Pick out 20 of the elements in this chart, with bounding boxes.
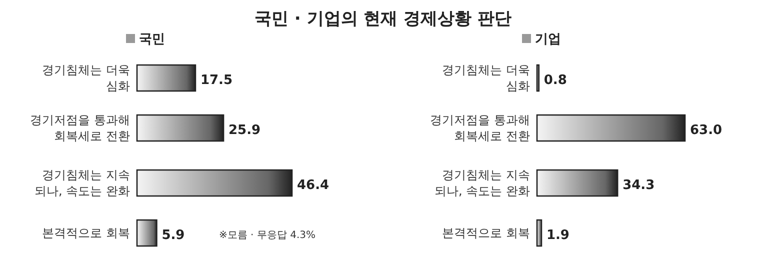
y-tick-label: 본격적으로 회복 xyxy=(442,226,530,240)
data-label: 17.5 xyxy=(200,73,233,88)
data-label: 46.4 xyxy=(297,178,330,193)
data-label: 5.9 xyxy=(162,228,185,243)
text: 국민 · 기업의 현재 경제상황 판단 xyxy=(254,9,512,29)
y-tick-label: 경기침체는 더욱 심화 xyxy=(442,63,530,93)
y-tick-label: 경기침체는 지속 되나, 속도는 완화 xyxy=(34,168,130,198)
data-label: 63.0 xyxy=(690,123,722,138)
y-tick-label: 경기침체는 지속 되나, 속도는 완화 xyxy=(434,168,530,198)
chart-subtitle: 국민 xyxy=(139,32,165,47)
y-tick-label: 경기침체는 더욱 심화 xyxy=(42,63,130,93)
chart-subtitle: 기업 xyxy=(535,32,561,47)
data-label: 34.3 xyxy=(622,178,655,193)
y-tick-label: 경기저점을 통과해 회복세로 전환 xyxy=(430,113,530,143)
y-tick-label: 본격적으로 회복 xyxy=(42,226,130,240)
data-label: 1.9 xyxy=(546,228,570,243)
annotation: ※모름 · 무응답 4.3% xyxy=(219,230,316,241)
y-tick-label: 경기저점을 통과해 회복세로 전환 xyxy=(30,113,130,143)
data-label: 25.9 xyxy=(228,123,261,138)
data-label: 0.8 xyxy=(544,73,567,88)
